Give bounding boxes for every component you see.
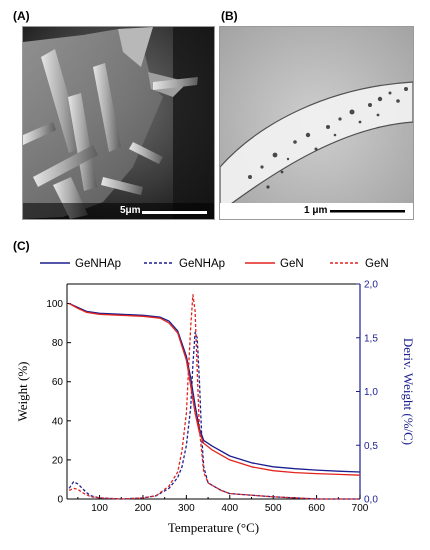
x-tick-label: 500 (265, 503, 282, 514)
chart-plot-area (69, 295, 360, 499)
series-line-1 (69, 304, 360, 473)
y2-tick-label: 2,0 (364, 280, 378, 291)
y-tick-label: 40 (52, 416, 64, 427)
x-tick-label: 600 (308, 503, 325, 514)
sem-image (23, 27, 214, 219)
series-line-3 (69, 304, 360, 476)
legend-label-3: GeN (280, 258, 304, 270)
y-tick-label: 80 (52, 338, 64, 349)
legend-label-2: GeNHAp (179, 258, 225, 270)
x-tick-label: 300 (178, 503, 195, 514)
tem-image (220, 27, 413, 219)
y2-tick-label: 1,0 (364, 387, 378, 398)
y2-tick-label: 0,0 (364, 495, 378, 506)
x-tick-label: 200 (135, 503, 152, 514)
legend-label-4: GeN (365, 258, 389, 270)
series-line-4 (69, 295, 360, 499)
legend-label-1: GeNHAp (75, 258, 121, 270)
x-tick-label: 400 (221, 503, 238, 514)
panel-b-label: (B) (221, 9, 238, 23)
x-axis-title: Temperature (°C) (168, 520, 259, 535)
tem-scale-bar-label: 1 μm (304, 205, 327, 216)
x-tick-label: 100 (91, 503, 108, 514)
y-tick-label: 20 (52, 455, 64, 466)
panel-a-label: (A) (13, 9, 30, 23)
y-tick-label: 0 (57, 495, 63, 506)
y2-tick-label: 0,5 (364, 441, 378, 452)
sem-scale-bar (142, 211, 207, 214)
sem-scale-bar-label: 5μm (120, 205, 141, 216)
tga-chart: GeNHAp GeNHAp GeN GeN 100 200 300 400 500 600 700… (0, 255, 430, 550)
sem-image-frame: 5μm (22, 26, 215, 220)
chart-legend: GeNHAp GeNHAp GeN GeN (40, 258, 389, 270)
y2-tick-label: 1,5 (364, 333, 378, 344)
panel-c-label: (C) (13, 239, 30, 253)
tem-image-frame: 1 μm (219, 26, 414, 220)
y-tick-label: 100 (46, 299, 63, 310)
y-axis-title: Weight (%) (15, 362, 30, 422)
chart-axes: 100 200 300 400 500 600 7000204060801000,00,51… (15, 280, 416, 536)
y2-axis-title: Deriv. Weight (%/C) (401, 338, 416, 445)
y-tick-label: 60 (52, 377, 64, 388)
